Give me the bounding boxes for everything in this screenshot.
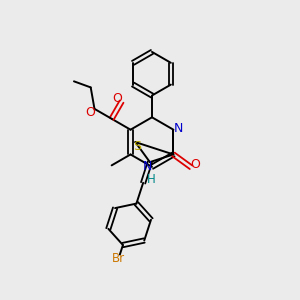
Text: O: O xyxy=(85,106,95,119)
Text: O: O xyxy=(190,158,200,171)
Text: H: H xyxy=(147,173,155,186)
Text: Br: Br xyxy=(112,252,125,265)
Text: N: N xyxy=(174,122,183,135)
Text: N: N xyxy=(142,160,152,173)
Text: O: O xyxy=(113,92,122,105)
Text: S: S xyxy=(133,140,141,152)
